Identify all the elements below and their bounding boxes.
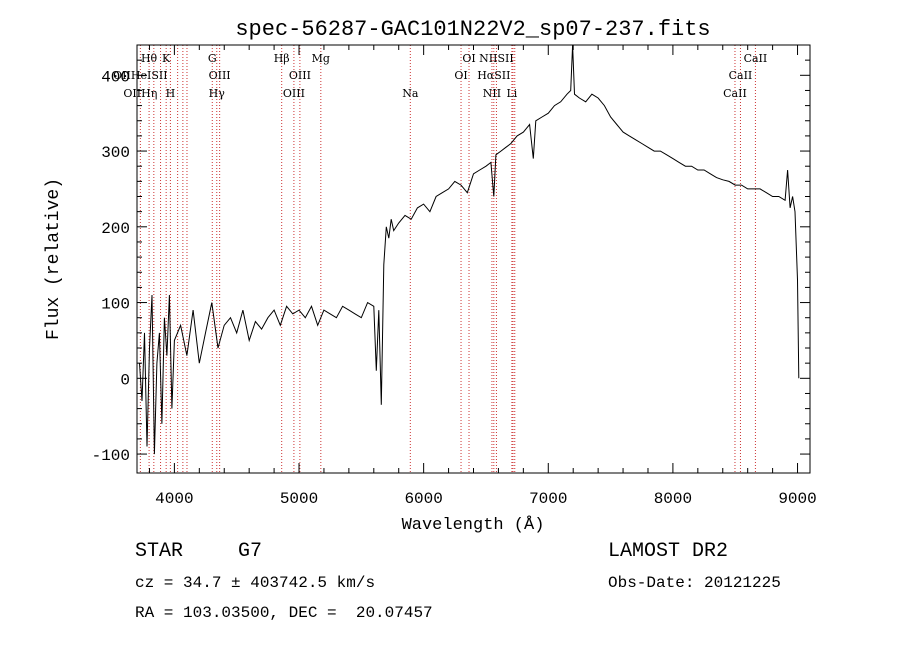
line-label: CaII [723,87,747,100]
x-tick-label: 4000 [155,490,193,508]
line-label: CaII [729,69,753,82]
spectral-line-markers [139,45,756,473]
x-axis-ticks: 4000 5000 6000 7000 8000 9000 [148,45,817,508]
line-label: Hγ [209,87,226,100]
line-label: Li [506,87,517,100]
line-label: OIII [209,69,231,82]
observation-date: Obs-Date: 20121225 [608,574,781,592]
x-axis-label: Wavelength (Å) [402,516,545,535]
y-axis-label: Flux (relative) [44,178,64,340]
line-label: Na [402,87,419,100]
line-label: OIII [283,87,305,100]
survey-label: LAMOST DR2 [608,540,729,563]
line-label: HαSII [477,69,510,82]
line-label: CaII [744,52,768,65]
x-tick-label: 9000 [778,490,816,508]
y-tick-label: 400 [101,68,130,86]
y-tick-label: 0 [120,371,130,389]
x-tick-label: 6000 [404,490,442,508]
y-tick-label: 300 [101,144,130,162]
line-label: OIIHη [123,87,157,100]
chart-title: spec-56287-GAC101N22V2_sp07-237.fits [235,17,710,42]
object-class-label: STAR [135,540,184,563]
line-label: Hθ [141,52,158,65]
line-label: OI [462,52,475,65]
line-label: NIISII [479,52,514,65]
y-axis-ticks: -100 0 100 200 300 400 [92,59,810,465]
line-label: OIII [289,69,311,82]
line-label: Hβ [274,52,290,65]
x-tick-label: 7000 [529,490,567,508]
line-label: K [162,52,171,65]
redshift-readout: cz = 34.7 ± 403742.5 km/s [135,574,376,592]
object-subclass-label: G7 [238,540,263,563]
x-tick-label: 8000 [654,490,692,508]
y-tick-label: -100 [92,447,130,465]
spectrum-line [139,44,800,455]
spectrum-chart: spec-56287-GAC101N22V2_sp07-237.fits Hθ K… [44,17,817,535]
plot-frame [136,44,811,474]
line-label: OI [454,69,467,82]
coordinates-readout: RA = 103.03500, DEC = 20.07457 [135,604,433,622]
spectrum-series [139,44,800,455]
line-label: Mg [312,52,330,65]
line-label: NII [483,87,501,100]
line-label: H [166,87,176,100]
line-label: G [208,52,217,65]
x-tick-label: 5000 [280,490,318,508]
y-tick-label: 100 [101,296,130,314]
y-tick-label: 200 [101,220,130,238]
